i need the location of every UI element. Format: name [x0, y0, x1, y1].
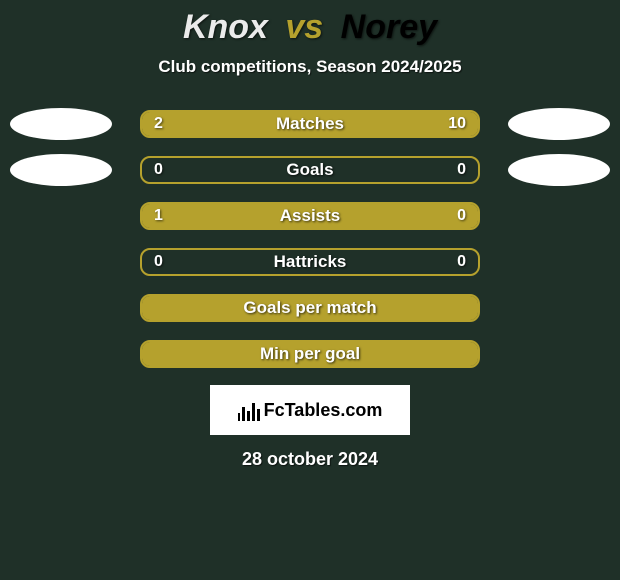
vs-separator: vs: [285, 8, 323, 46]
stat-label: Goals per match: [243, 298, 376, 318]
comparison-card: Knox vs Norey Club competitions, Season …: [0, 0, 620, 470]
stat-bar: 0 0 Hattricks: [140, 248, 480, 276]
stat-value-left: 2: [154, 115, 163, 133]
stat-row: 0 0 Hattricks: [0, 239, 620, 285]
stat-row: 1 0 Assists: [0, 193, 620, 239]
player1-avatar: [10, 108, 112, 140]
subtitle: Club competitions, Season 2024/2025: [158, 57, 461, 77]
bar-left-fill: [142, 112, 199, 136]
stat-row: 0 0 Goals: [0, 147, 620, 193]
stat-value-right: 0: [457, 207, 466, 225]
stat-bar: Min per goal: [140, 340, 480, 368]
bar-right-fill: [404, 204, 478, 228]
stat-label: Goals: [286, 160, 333, 180]
stat-row: Min per goal: [0, 331, 620, 377]
stat-bar: 0 0 Goals: [140, 156, 480, 184]
title: Knox vs Norey: [183, 8, 437, 47]
stat-bar: Goals per match: [140, 294, 480, 322]
stat-value-right: 0: [457, 253, 466, 271]
bar-left-fill: [142, 204, 404, 228]
watermark: FcTables.com: [210, 385, 410, 435]
stat-bar: 2 10 Matches: [140, 110, 480, 138]
stat-value-left: 0: [154, 161, 163, 179]
player2-avatar: [508, 108, 610, 140]
player2-name: Norey: [341, 8, 437, 46]
stat-label: Matches: [276, 114, 344, 134]
stat-label: Assists: [280, 206, 340, 226]
stat-row: 2 10 Matches: [0, 101, 620, 147]
stat-value-left: 0: [154, 253, 163, 271]
stat-row: Goals per match: [0, 285, 620, 331]
stat-value-right: 10: [448, 115, 466, 133]
stat-value-right: 0: [457, 161, 466, 179]
player2-avatar: [508, 154, 610, 186]
watermark-text: FcTables.com: [264, 400, 383, 421]
stat-bar: 1 0 Assists: [140, 202, 480, 230]
stat-value-left: 1: [154, 207, 163, 225]
date: 28 october 2024: [242, 449, 378, 470]
player1-name: Knox: [183, 8, 268, 46]
player1-avatar: [10, 154, 112, 186]
stat-label: Min per goal: [260, 344, 360, 364]
bar-chart-icon: [238, 399, 260, 421]
stats-area: 210Matches00Goals10Assists00HattricksGoa…: [0, 101, 620, 377]
stat-label: Hattricks: [274, 252, 347, 272]
